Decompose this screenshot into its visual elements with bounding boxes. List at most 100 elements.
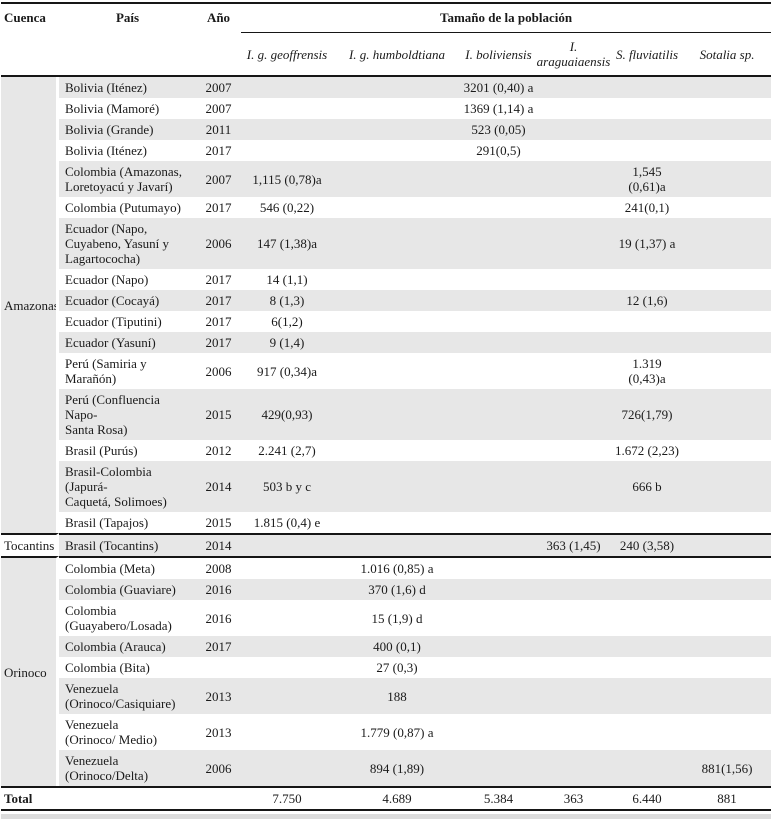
population-value-cell — [461, 678, 536, 714]
table-row: Tocantins Brasil (Tocantins) 2014 363 (1,45… — [1, 533, 772, 556]
table-row: Brasil (Tapajos) 2015 1.815 (0,4) e — [1, 512, 772, 533]
population-value-cell: 12 (1,6) — [611, 290, 683, 311]
page-bottom-edge — [1, 814, 771, 819]
population-value-cell: 9 (1,4) — [241, 332, 333, 353]
table-row: Perú (Confluencia Napo- Santa Rosa) 2015 4… — [1, 389, 772, 440]
population-value-cell — [241, 98, 333, 119]
column-header-species: Sotalia sp. — [683, 33, 772, 77]
population-value-cell — [611, 311, 683, 332]
population-value-cell — [461, 750, 536, 786]
country-cell: Venezuela (Orinoco/Casiquiare) — [59, 678, 196, 714]
population-value-cell — [611, 556, 683, 579]
population-value-cell: 27 (0,3) — [333, 657, 461, 678]
country-cell: Ecuador (Napo, Cuyabeno, Yasuní y Lagart… — [59, 218, 196, 269]
year-cell: 2007 — [196, 77, 241, 98]
population-value-cell — [461, 332, 536, 353]
total-cell: 363 — [536, 786, 611, 811]
year-cell: 2006 — [196, 750, 241, 786]
country-cell: Bolivia (Mamoré) — [59, 98, 196, 119]
table-row: Perú (Samiria y Marañón) 2006 917 (0,34)a 1… — [1, 353, 772, 389]
total-cell: 6.440 — [611, 786, 683, 811]
table-row: Venezuela (Orinoco/Delta) 2006 894 (1,89) 8… — [1, 750, 772, 786]
country-cell: Perú (Samiria y Marañón) — [59, 353, 196, 389]
population-value-cell — [333, 461, 461, 512]
year-cell: 2014 — [196, 533, 241, 556]
population-value-cell: 19 (1,37) a — [611, 218, 683, 269]
population-value-cell — [536, 461, 611, 512]
population-value-cell: 240 (3,58) — [611, 533, 683, 556]
population-value-cell — [333, 533, 461, 556]
population-value-cell — [683, 197, 772, 218]
population-value-cell — [536, 290, 611, 311]
population-value-cell: 666 b — [611, 461, 683, 512]
population-value-cell — [461, 218, 536, 269]
population-value-cell — [241, 678, 333, 714]
population-value-cell — [683, 533, 772, 556]
country-cell: Brasil (Purús) — [59, 440, 196, 461]
column-header-country: País — [59, 2, 196, 77]
table-row: Ecuador (Cocayá) 2017 8 (1,3) 12 (1,6) — [1, 290, 772, 311]
population-value-cell — [241, 579, 333, 600]
country-cell: Colombia (Guaviare) — [59, 579, 196, 600]
population-value-cell — [683, 218, 772, 269]
country-cell: Colombia (Guayabero/Losada) — [59, 600, 196, 636]
country-cell: Colombia (Putumayo) — [59, 197, 196, 218]
population-value-cell — [683, 161, 772, 197]
population-value-cell — [461, 311, 536, 332]
country-cell: Ecuador (Cocayá) — [59, 290, 196, 311]
population-value-cell: 370 (1,6) d — [333, 579, 461, 600]
population-value-cell — [683, 311, 772, 332]
country-cell: Perú (Confluencia Napo- Santa Rosa) — [59, 389, 196, 440]
population-value-cell — [683, 512, 772, 533]
column-header-species: I. araguaiaensis — [536, 33, 611, 77]
population-value-cell — [461, 290, 536, 311]
population-value-cell: 363 (1,45) — [536, 533, 611, 556]
population-value-cell: 546 (0,22) — [241, 197, 333, 218]
year-cell: 2016 — [196, 600, 241, 636]
population-value-cell — [536, 512, 611, 533]
population-value-cell — [241, 750, 333, 786]
population-value-cell — [683, 119, 772, 140]
year-cell: 2007 — [196, 161, 241, 197]
population-value-cell — [461, 533, 536, 556]
table-row: Bolivia (Iténez) 2017 291(0,5) — [1, 140, 772, 161]
year-cell: 2014 — [196, 461, 241, 512]
population-value-cell — [683, 269, 772, 290]
population-value-cell — [611, 119, 683, 140]
population-value-cell: 503 b y c — [241, 461, 333, 512]
population-value-cell — [536, 714, 611, 750]
population-value-cell — [333, 311, 461, 332]
population-value-cell — [611, 140, 683, 161]
basin-cell: Amazonas — [1, 77, 59, 533]
table-row: Ecuador (Napo, Cuyabeno, Yasuní y Lagart… — [1, 218, 772, 269]
country-cell: Venezuela (Orinoco/ Medio) — [59, 714, 196, 750]
total-row: Total 7.750 4.689 5.384 363 6.440 881 — [1, 786, 772, 811]
population-value-cell — [611, 269, 683, 290]
population-value-cell — [683, 579, 772, 600]
population-value-cell: 894 (1,89) — [333, 750, 461, 786]
column-header-species: I. g. humboldtiana — [333, 33, 461, 77]
population-value-cell: 1.016 (0,85) a — [333, 556, 461, 579]
total-cell: 881 — [683, 786, 772, 811]
population-value-cell — [461, 389, 536, 440]
table-row: Brasil (Purús) 2012 2.241 (2,7) 1.672 (2,23… — [1, 440, 772, 461]
column-header-basin: Cuenca — [1, 2, 59, 77]
table-row: Ecuador (Tiputini) 2017 6(1,2) — [1, 311, 772, 332]
year-cell: 2017 — [196, 140, 241, 161]
population-value-cell — [611, 579, 683, 600]
population-value-cell: 1.672 (2,23) — [611, 440, 683, 461]
population-value-cell — [333, 140, 461, 161]
population-value-cell — [333, 218, 461, 269]
population-value-cell — [536, 678, 611, 714]
table-row: Orinoco Colombia (Meta) 2008 1.016 (0,85) a — [1, 556, 772, 786]
total-cell: 7.750 — [241, 786, 333, 811]
population-value-cell — [683, 678, 772, 714]
column-group-population-size: Tamaño de la población — [241, 2, 772, 33]
table-row: Venezuela (Orinoco/Casiquiare) 2013 188 — [1, 678, 772, 714]
population-value-cell — [536, 197, 611, 218]
year-cell: 2017 — [196, 269, 241, 290]
population-value-cell — [611, 678, 683, 714]
population-value-cell — [536, 750, 611, 786]
table-row: Venezuela (Orinoco/ Medio) 2013 1.779 (0,8… — [1, 714, 772, 750]
